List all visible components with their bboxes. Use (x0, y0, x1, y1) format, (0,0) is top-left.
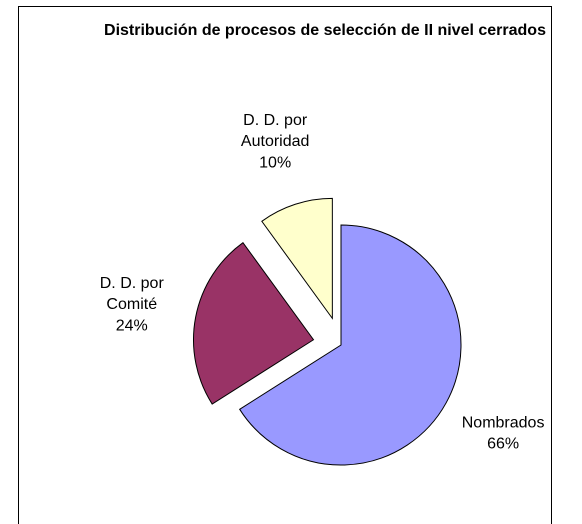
slice-label: Nombrados (461, 414, 545, 432)
value-label: 66% (487, 435, 520, 453)
chart-title: Distribución de procesos de selección de… (104, 22, 546, 39)
chart-frame (18, 6, 552, 524)
value-label: 24% (115, 317, 148, 335)
pie-slice (238, 224, 462, 466)
slice-label: D. D. por Autoridad (240, 112, 310, 151)
slice-label: D. D. por Comité (99, 275, 164, 314)
value-label: 10% (259, 154, 292, 172)
pie-slice (261, 197, 333, 320)
pie-slice (193, 241, 315, 405)
